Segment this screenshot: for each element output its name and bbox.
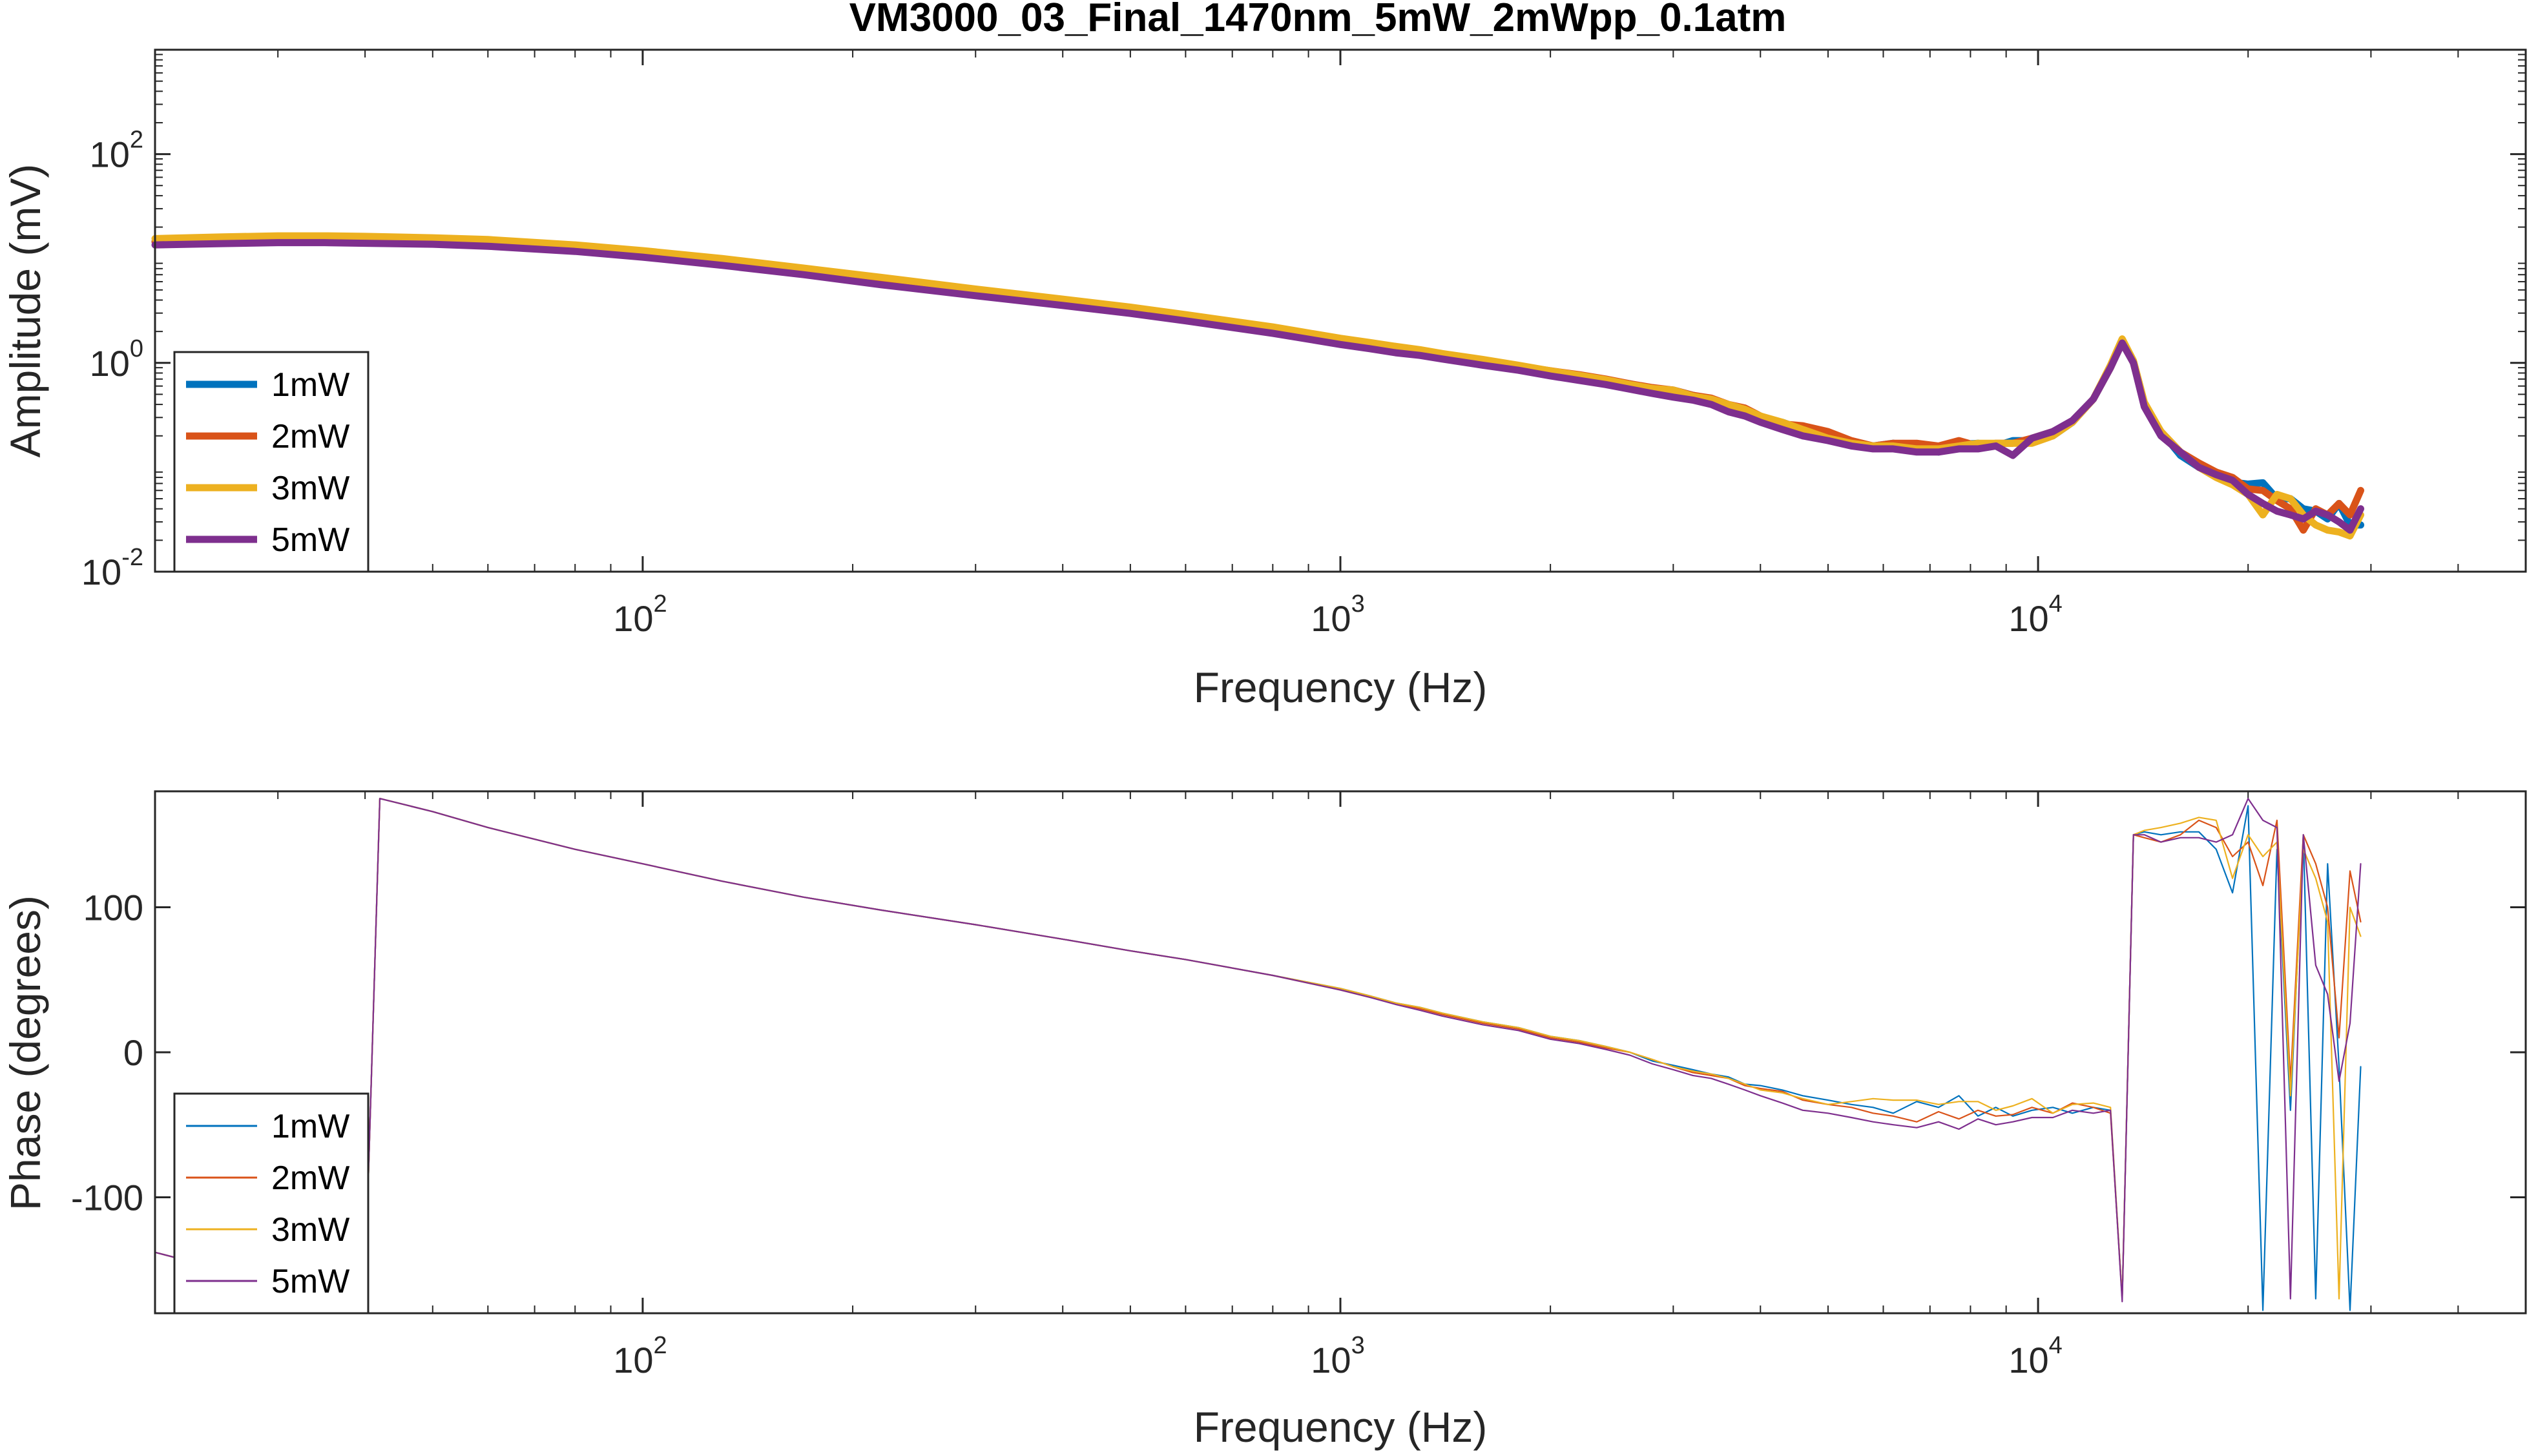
phase-y-axis-label: Phase (degrees) — [1, 895, 49, 1211]
amplitude-x-axis-label: Frequency (Hz) — [1194, 663, 1488, 711]
legend-label-3mW: 3mW — [271, 1211, 349, 1249]
amplitude-y-axis-label: Amplitude (mV) — [1, 164, 49, 458]
legend-label-3mW: 3mW — [271, 470, 349, 507]
y-tick-label: 100 — [83, 888, 143, 928]
series-line-5mW — [151, 239, 2364, 534]
figure-title: VM3000_03_Final_1470nm_5mW_2mWpp_0.1atm — [849, 0, 1787, 40]
amplitude-legend: 1mW 2mW 3mW 5mW — [173, 351, 369, 573]
phase-series — [154, 798, 2362, 1311]
phase-legend: 1mW 2mW 3mW 5mW — [173, 1092, 369, 1315]
amplitude-minor-ticks — [154, 50, 2526, 572]
legend-label-1mW: 1mW — [271, 1108, 349, 1145]
phase-x-axis-label: Frequency (Hz) — [1194, 1403, 1488, 1451]
legend-label-2mW: 2mW — [271, 1160, 349, 1197]
legend-box — [173, 351, 369, 573]
legend-label-5mW: 5mW — [271, 521, 349, 559]
y-tick-label: -100 — [71, 1177, 143, 1218]
y-tick-label: 0 — [123, 1032, 143, 1073]
legend-label-1mW: 1mW — [271, 366, 349, 404]
legend-box — [173, 1092, 369, 1315]
phase-plot-area — [155, 791, 2526, 1313]
series-line-5mW — [154, 798, 2362, 1311]
phase-y-ticks: 100 0 -100 — [71, 888, 2526, 1218]
amplitude-plot-area — [155, 50, 2526, 572]
amplitude-series — [151, 232, 2364, 540]
legend-label-2mW: 2mW — [271, 418, 349, 455]
legend-label-5mW: 5mW — [271, 1263, 349, 1300]
